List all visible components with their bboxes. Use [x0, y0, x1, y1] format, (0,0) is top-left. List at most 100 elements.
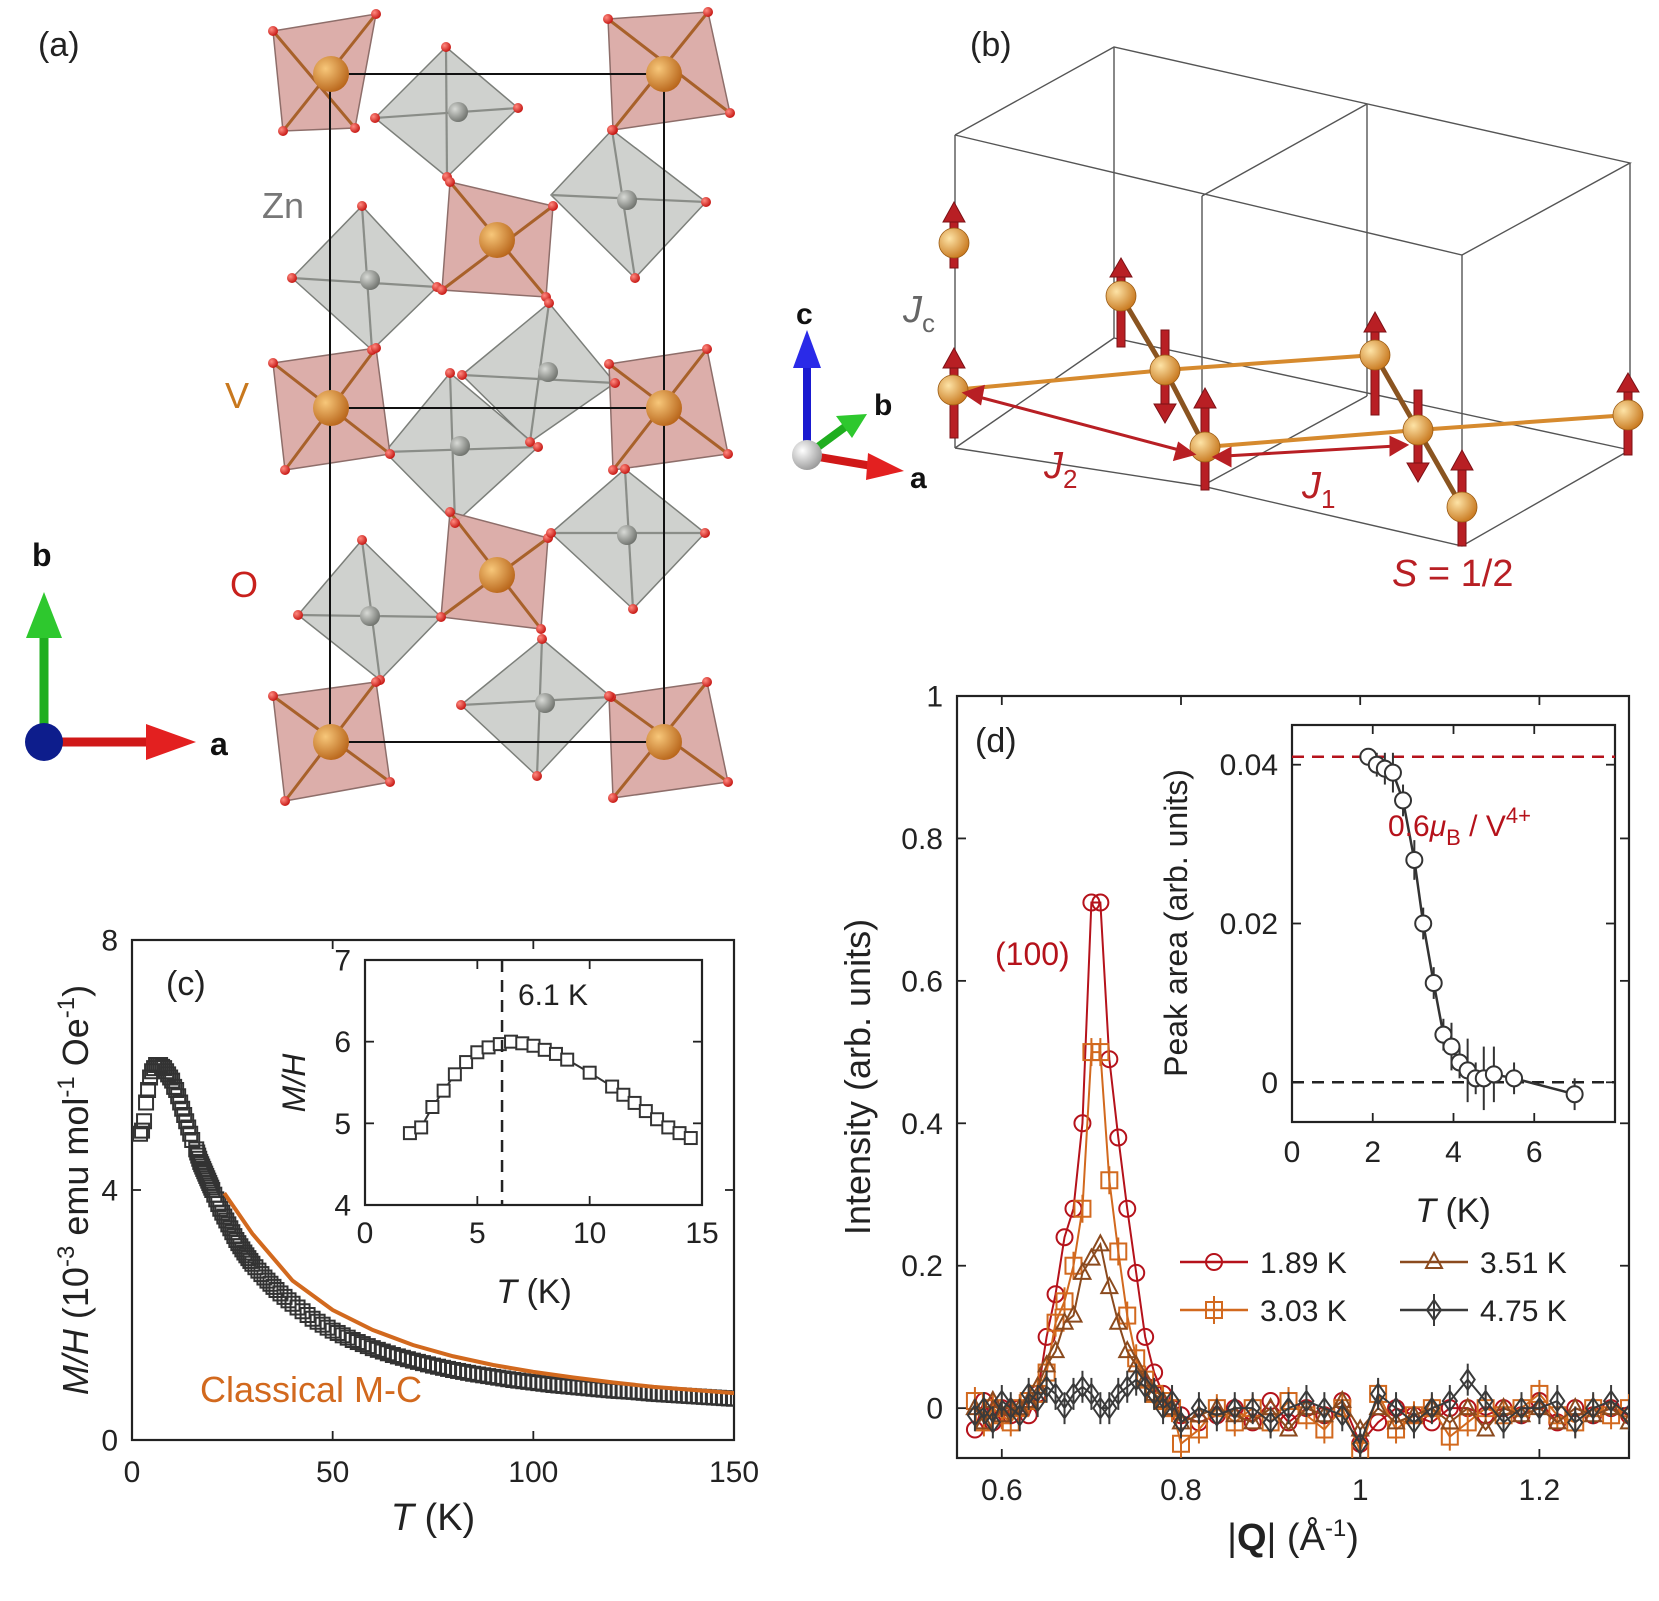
- d-point-diamond: [1549, 1385, 1566, 1418]
- c-main-xtick-label: 50: [316, 1456, 349, 1489]
- c-main-point: [359, 1338, 376, 1355]
- c-main-ytick-label: 8: [101, 925, 118, 958]
- d-point-circle: [1118, 1199, 1137, 1218]
- j1-arrow: [1211, 435, 1410, 468]
- d-main-ytick-label: 0.4: [901, 1108, 943, 1141]
- d-point-triangle: [1117, 1340, 1137, 1359]
- c-main-point: [435, 1359, 452, 1376]
- panel-a-label: (a): [38, 26, 80, 64]
- c-inset-point: [515, 1036, 530, 1051]
- d-point-diamond: [1038, 1370, 1055, 1403]
- d-point-diamond: [1531, 1392, 1548, 1425]
- c-inset-ytick-label: 6: [334, 1026, 351, 1059]
- d-main-ytick-label: 0.8: [901, 823, 943, 856]
- d-point-diamond: [1101, 1392, 1118, 1425]
- d-point-diamond: [1620, 1399, 1629, 1432]
- d-ylabel: Intensity (arb. units): [837, 919, 878, 1235]
- c-main-point: [184, 1132, 201, 1148]
- c-inset-point: [447, 1067, 462, 1082]
- c-panel-label: (c): [166, 965, 206, 1003]
- d-point-diamond: [1145, 1377, 1163, 1410]
- chain-bonds: [1118, 294, 1465, 509]
- c-inset-point: [537, 1042, 552, 1057]
- c-main-point: [419, 1356, 436, 1373]
- d-legend-label: 3.51 K: [1480, 1247, 1567, 1280]
- d-point-diamond: [1441, 1385, 1459, 1418]
- c-main-point: [440, 1360, 457, 1377]
- c-main-ytick-label: 4: [101, 1175, 118, 1208]
- d-legend-label: 4.75 K: [1480, 1295, 1567, 1328]
- c-main-point: [550, 1377, 567, 1394]
- a-axis-arrow-icon-b: [866, 453, 904, 480]
- d-point-diamond: [1002, 1392, 1019, 1425]
- d-point-diamond: [1477, 1385, 1494, 1418]
- d-series-line: [973, 901, 1629, 1446]
- c-main-point: [580, 1380, 597, 1397]
- d-point-diamond: [1020, 1377, 1037, 1410]
- c-main-point: [726, 1390, 734, 1407]
- c-inset-point: [661, 1120, 676, 1135]
- a-axis-label-b: a: [910, 462, 927, 495]
- c-inset-ytick-label: 5: [334, 1108, 351, 1141]
- d-point-triangle: [1440, 1411, 1460, 1430]
- c-axis-label-b: c: [796, 298, 813, 331]
- c-inset-point: [436, 1083, 451, 1098]
- d-point-diamond: [1298, 1385, 1315, 1418]
- d-inset-point: [1383, 763, 1402, 782]
- c-inset-point: [459, 1055, 474, 1070]
- d-point-triangle: [1045, 1340, 1066, 1359]
- d-inset-ytick-label: 0.04: [1220, 749, 1278, 782]
- d-point-circle: [1136, 1327, 1155, 1346]
- c-inset-xtick-label: 5: [469, 1217, 486, 1250]
- d-inset-xtick-label: 6: [1526, 1136, 1543, 1169]
- c-inset-point: [638, 1104, 653, 1119]
- d-point-diamond: [1163, 1385, 1181, 1418]
- d-point-diamond: [1280, 1392, 1297, 1425]
- c-main-point: [615, 1383, 632, 1400]
- c-xlabel: T (K): [391, 1497, 475, 1539]
- spins: [942, 200, 1640, 547]
- c-inset-point: [526, 1038, 541, 1053]
- d-point-circle: [1109, 1128, 1128, 1147]
- d-point-circle: [1073, 1114, 1092, 1133]
- d-inset-xtick-label: 2: [1364, 1136, 1381, 1169]
- o-label: O: [230, 564, 258, 605]
- c-main-point: [166, 1078, 183, 1095]
- c-main-point: [324, 1322, 341, 1339]
- c-main-point: [349, 1334, 366, 1351]
- c-main-point: [379, 1345, 396, 1362]
- c-inset-point: [650, 1112, 665, 1127]
- c-main-frame: [130, 938, 736, 1442]
- o-atoms: [268, 7, 735, 806]
- d-point-triangle: [1072, 1261, 1093, 1280]
- d-inset-ytick-label: 0.02: [1220, 908, 1278, 941]
- d-point-diamond: [1226, 1392, 1243, 1425]
- d-main-ytick-label: 1: [926, 681, 943, 714]
- c-ylabel: M/H (10-3 emu mol-1 Oe-1): [53, 985, 96, 1395]
- c-inset-point: [492, 1037, 507, 1052]
- d-point-triangle: [1278, 1418, 1299, 1437]
- d-point-diamond-shape: [1620, 1403, 1629, 1428]
- v-atoms-b: [937, 227, 1644, 523]
- panel-a: (a): [25, 7, 735, 806]
- d-point-diamond: [1127, 1363, 1145, 1396]
- d-main-xtick-label: 1.2: [1519, 1474, 1561, 1507]
- c-axis-arrow-icon: [793, 330, 821, 368]
- c-inset-xtick-label: 0: [357, 1217, 374, 1250]
- c-inset-vline-label: 6.1 K: [518, 979, 588, 1012]
- c-inset-point: [683, 1131, 698, 1146]
- c-inset-point: [672, 1126, 687, 1141]
- a-axis-arrow-icon: [146, 724, 196, 760]
- d-inset-point: [1405, 850, 1424, 869]
- c-main-xtick-label: 150: [709, 1456, 759, 1489]
- b-axis-label: b: [32, 537, 52, 573]
- d-legend: 1.89 K 3.51 K 3.03 K 4.75 K: [1180, 1247, 1567, 1328]
- c-main-point: [339, 1329, 356, 1346]
- d-point-diamond: [1029, 1385, 1046, 1418]
- d-point-triangle: [1424, 1250, 1444, 1269]
- c-main-point: [334, 1327, 351, 1344]
- c-axis-dot-icon: [25, 723, 63, 761]
- d-point-diamond: [1074, 1370, 1091, 1403]
- j2-label: J2: [1043, 445, 1077, 494]
